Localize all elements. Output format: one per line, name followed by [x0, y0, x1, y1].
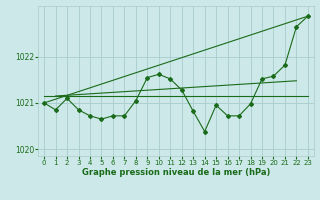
- X-axis label: Graphe pression niveau de la mer (hPa): Graphe pression niveau de la mer (hPa): [82, 168, 270, 177]
